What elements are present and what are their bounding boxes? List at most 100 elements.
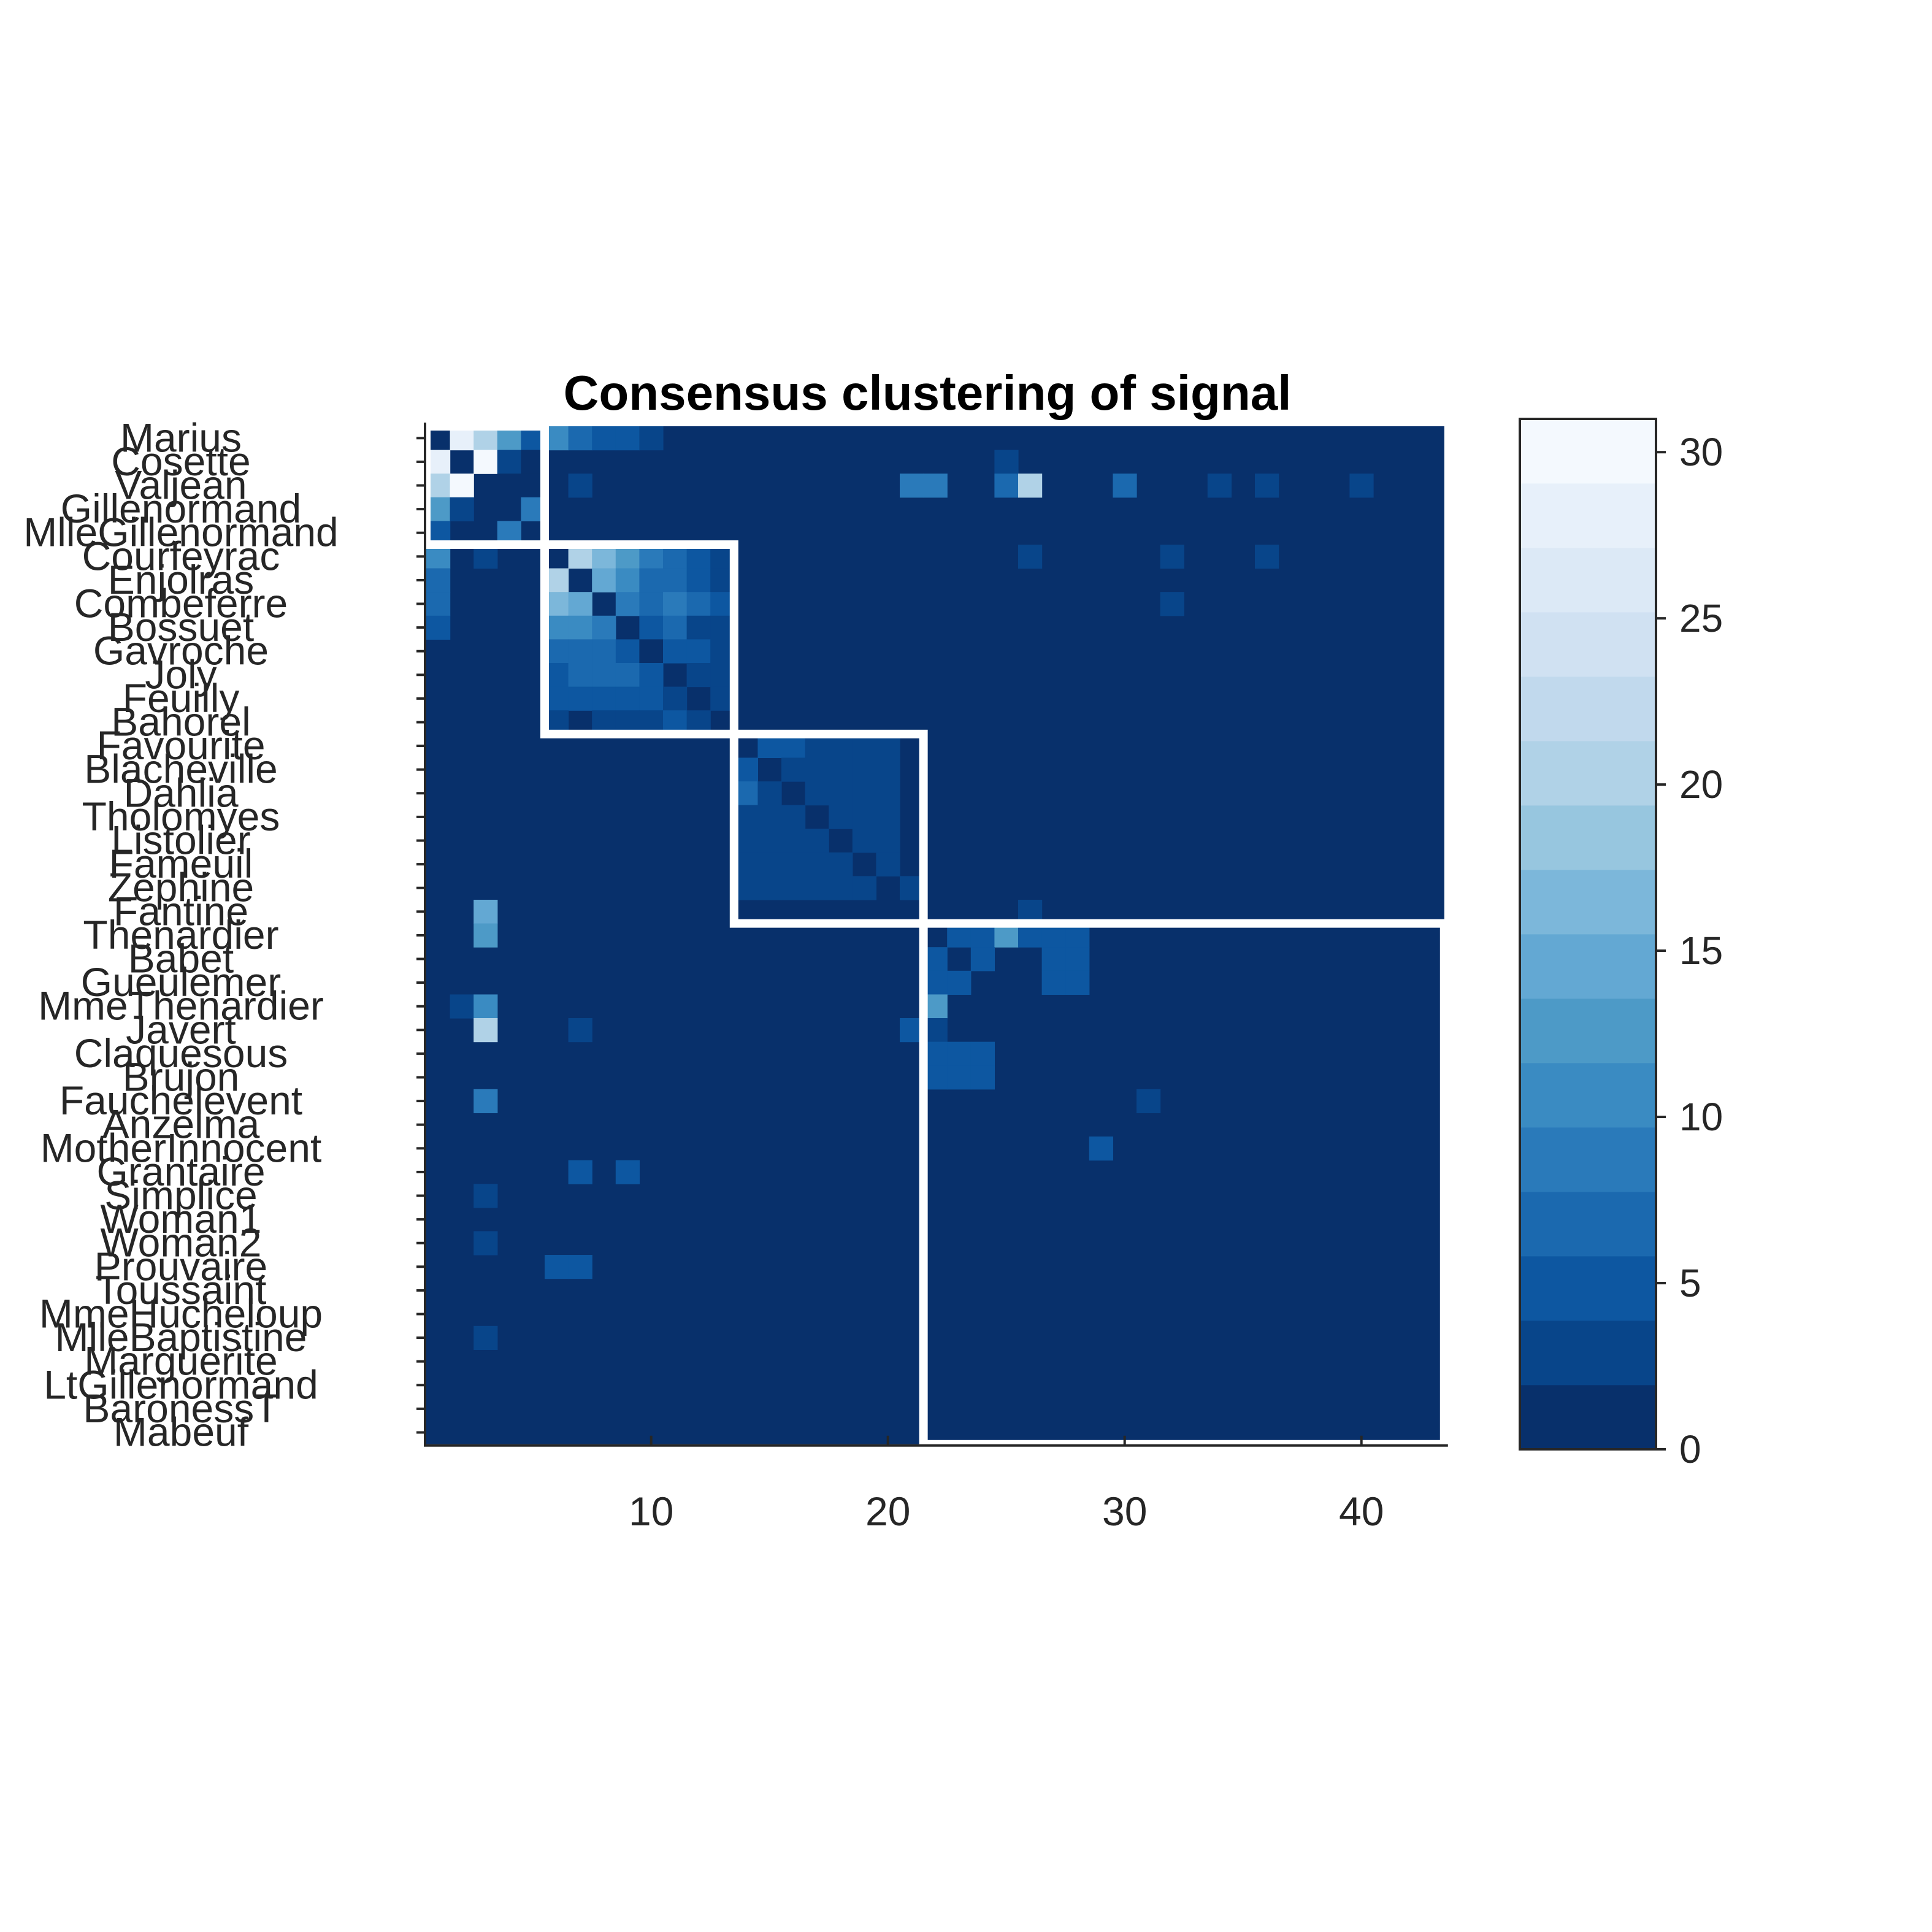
x-axis: 10 20 30 40 bbox=[424, 1435, 1448, 1534]
colorbar-segment bbox=[1520, 805, 1656, 870]
heatmap-cell bbox=[1207, 473, 1232, 498]
heatmap-cell bbox=[686, 663, 711, 688]
row-label: Thenardier bbox=[83, 912, 278, 957]
heatmap-cell bbox=[852, 829, 876, 853]
heatmap-cell bbox=[1255, 545, 1279, 569]
heatmap-cell bbox=[592, 686, 616, 711]
row-label: Marius bbox=[120, 415, 242, 460]
heatmap-cell bbox=[568, 592, 592, 616]
colorbar-tick-label: 20 bbox=[1679, 762, 1723, 807]
heatmap-cell bbox=[805, 757, 829, 782]
colorbar-segment bbox=[1520, 869, 1656, 935]
heatmap-cell bbox=[1041, 947, 1066, 972]
heatmap-cell bbox=[663, 639, 688, 664]
heatmap-cell bbox=[568, 615, 592, 640]
heatmap-cell bbox=[1065, 947, 1090, 972]
heatmap-cell bbox=[686, 568, 711, 592]
heatmap-cell bbox=[450, 497, 474, 521]
heatmap-cell bbox=[805, 829, 829, 853]
heatmap-cell bbox=[876, 829, 900, 853]
colorbar-segment bbox=[1520, 676, 1656, 742]
heatmap-cell bbox=[876, 805, 900, 829]
heatmap-cell bbox=[592, 615, 616, 640]
heatmap-cell bbox=[757, 805, 782, 829]
x-tick-label: 20 bbox=[865, 1489, 910, 1534]
heatmap-cell bbox=[829, 805, 853, 829]
row-label: Dahlia bbox=[123, 770, 238, 815]
x-tick-label: 30 bbox=[1102, 1489, 1147, 1534]
heatmap-cell bbox=[970, 1065, 995, 1090]
heatmap-cell bbox=[1160, 592, 1184, 616]
row-label: MmeThenardier bbox=[38, 983, 324, 1029]
colorbar-segment bbox=[1520, 418, 1656, 484]
heatmap-cell bbox=[829, 757, 853, 782]
colorbar-frame bbox=[1519, 418, 1657, 1451]
row-label: Marguerite bbox=[84, 1338, 277, 1384]
heatmap-cell bbox=[1160, 545, 1184, 569]
colorbar-segment bbox=[1520, 1320, 1656, 1386]
heatmap-cell bbox=[545, 1255, 569, 1279]
heatmap-cell bbox=[781, 757, 806, 782]
heatmap-cell bbox=[568, 473, 592, 498]
heatmap-cell bbox=[876, 852, 900, 876]
heatmap-cell bbox=[994, 450, 1019, 474]
heatmap-cell bbox=[497, 450, 521, 474]
row-label: Woman1 bbox=[101, 1196, 262, 1241]
colorbar-tick-label: 30 bbox=[1679, 430, 1723, 474]
heatmap-cell bbox=[994, 473, 1019, 498]
heatmap-cell bbox=[473, 1089, 498, 1113]
heatmap-cell bbox=[805, 876, 829, 900]
row-label: Gavroche bbox=[93, 628, 269, 673]
colorbar-tick-label: 5 bbox=[1679, 1261, 1701, 1305]
heatmap-cell bbox=[473, 450, 498, 474]
row-label: Mabeuf bbox=[113, 1409, 249, 1455]
heatmap-cell bbox=[473, 1231, 498, 1255]
colorbar-segment bbox=[1520, 483, 1656, 548]
row-labels: MariusCosetteValjeanGillenormandMlleGill… bbox=[23, 415, 339, 1454]
heatmap-cell bbox=[473, 1018, 498, 1043]
heatmap-cell bbox=[639, 639, 664, 664]
colorbar-segment bbox=[1520, 740, 1656, 806]
heatmap-cell bbox=[592, 639, 616, 664]
row-label: Tholomyes bbox=[82, 794, 280, 839]
heatmap-cell bbox=[829, 852, 853, 876]
heatmap-cell bbox=[615, 1160, 640, 1184]
heatmap-cell bbox=[805, 852, 829, 876]
row-label: Fantine bbox=[113, 888, 248, 933]
colorbar-segment bbox=[1520, 1127, 1656, 1192]
colorbar-segment bbox=[1520, 1062, 1656, 1128]
heatmap-cell bbox=[781, 876, 806, 900]
heatmap-cell bbox=[1255, 473, 1279, 498]
heatmap bbox=[426, 426, 1444, 1444]
row-label: LtGillenormand bbox=[44, 1362, 318, 1407]
heatmap-cell bbox=[900, 473, 924, 498]
colorbar-tick-label: 15 bbox=[1679, 929, 1723, 973]
colorbar-segment bbox=[1520, 998, 1656, 1064]
row-label: Favourite bbox=[96, 723, 265, 768]
heatmap-cell bbox=[970, 947, 995, 972]
colorbar-segment bbox=[1520, 933, 1656, 999]
heatmap-cell bbox=[852, 757, 876, 782]
heatmap-cell bbox=[805, 781, 829, 806]
heatmap-cell bbox=[923, 473, 948, 498]
heatmap-cell bbox=[663, 686, 688, 711]
heatmap-cell bbox=[639, 592, 664, 616]
heatmap-cell bbox=[1065, 970, 1090, 995]
row-label: MlleGillenormand bbox=[23, 510, 339, 555]
row-label: BaronessT bbox=[83, 1386, 278, 1431]
heatmap-cell bbox=[568, 663, 592, 688]
heatmap-cell bbox=[947, 1065, 972, 1090]
heatmap-cell bbox=[568, 426, 592, 451]
heatmap-cell bbox=[473, 1325, 498, 1350]
row-label: Gueulemer bbox=[81, 959, 282, 1005]
x-tick-label: 40 bbox=[1339, 1489, 1384, 1534]
heatmap-cell bbox=[686, 592, 711, 616]
heatmap-cell bbox=[450, 473, 474, 498]
row-label: Courfeyrac bbox=[82, 533, 280, 578]
x-tick-label: 10 bbox=[629, 1489, 673, 1534]
heatmap-cell bbox=[947, 970, 972, 995]
heatmap-cell bbox=[686, 639, 711, 664]
y-axis bbox=[416, 423, 426, 1446]
heatmap-cell bbox=[592, 568, 616, 592]
